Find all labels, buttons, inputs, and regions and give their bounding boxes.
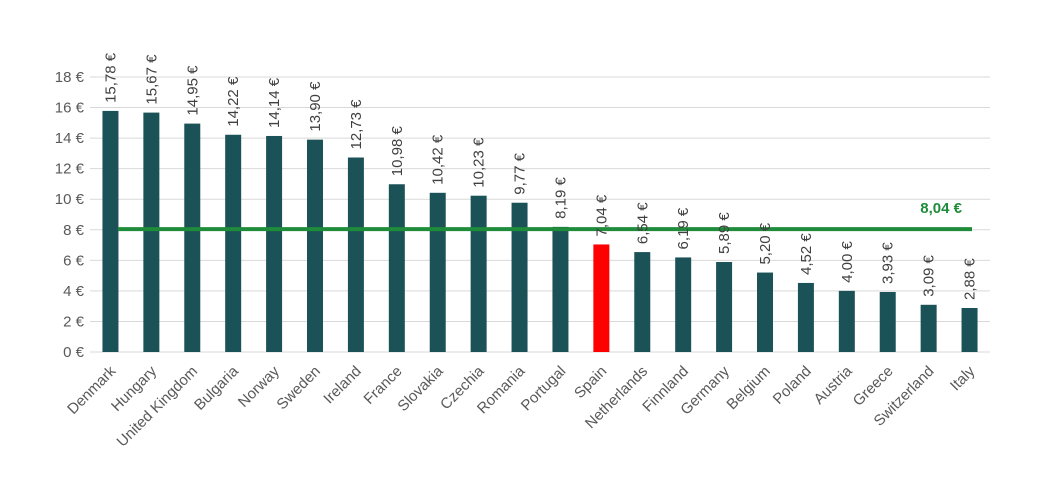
bar-portugal — [552, 226, 569, 352]
y-tick-label: 4 € — [63, 283, 85, 300]
data-label: 6,54 € — [634, 202, 651, 244]
data-labels: 15,78 € 15,67 € 14,95 € 14,22 € 14,14 € 13,90… — [102, 52, 978, 300]
y-tick-label: 0 € — [63, 344, 85, 361]
average-label: 8,04 € — [920, 200, 962, 217]
bar-norway — [266, 135, 283, 352]
y-tick-label: 10 € — [55, 191, 85, 208]
bar-united-kingdom — [184, 123, 201, 352]
data-label: 8,19 € — [552, 177, 569, 219]
data-label: 7,04 € — [593, 194, 610, 236]
y-tick-label: 12 € — [55, 161, 85, 178]
bar-sweden — [307, 139, 323, 352]
bar-denmark — [102, 110, 119, 353]
x-tick-label: Denmark — [64, 362, 119, 417]
y-tick-label: 6 € — [63, 252, 85, 269]
data-label: 5,20 € — [757, 222, 774, 264]
data-label: 15,67 € — [143, 54, 160, 105]
bar-italy — [961, 308, 978, 352]
x-tick-label: Portugal — [518, 363, 570, 415]
average-line-group: 8,04 € — [118, 200, 972, 232]
data-label: 2,88 € — [962, 258, 979, 300]
bar-austria — [838, 290, 855, 352]
x-tick-label: Spain — [571, 363, 610, 402]
x-tick-label: Sweden — [273, 363, 323, 413]
bar-poland — [797, 282, 814, 352]
bar-spain — [593, 244, 610, 352]
bar-germany — [716, 262, 733, 352]
bar-finnland — [675, 257, 692, 352]
data-label: 13,90 € — [307, 81, 324, 132]
data-label: 12,73 € — [348, 99, 365, 150]
x-tick-label: Slovakia — [394, 362, 447, 415]
y-tick-label: 18 € — [55, 69, 85, 86]
data-label: 3,93 € — [880, 242, 897, 284]
bar-greece — [879, 291, 896, 352]
bar-belgium — [757, 272, 773, 352]
x-tick-label: Ireland — [320, 363, 364, 407]
data-label: 6,19 € — [675, 207, 692, 249]
data-label: 15,78 € — [102, 52, 119, 103]
data-label: 3,09 € — [921, 254, 938, 296]
y-tick-label: 2 € — [63, 313, 85, 330]
bars — [102, 110, 978, 353]
data-label: 14,22 € — [225, 76, 242, 127]
x-tick-label: Austria — [811, 362, 856, 407]
bar-bulgaria — [225, 134, 242, 352]
bar-czechia — [470, 195, 487, 352]
x-tick-label: Belgium — [723, 363, 773, 413]
bar-netherlands — [634, 252, 651, 352]
data-label: 9,77 € — [512, 152, 529, 194]
x-tick-label: Poland — [770, 363, 815, 408]
data-label: 4,00 € — [839, 241, 856, 283]
y-axis: 0 € 2 € 4 € 6 € 8 € 10 € 12 € 14 € 16 € 18 € — [55, 69, 85, 361]
data-label: 10,23 € — [471, 137, 488, 188]
data-label: 14,95 € — [184, 65, 201, 116]
bar-romania — [511, 202, 528, 352]
bar-hungary — [143, 112, 160, 352]
x-tick-label: Bulgaria — [191, 362, 242, 413]
y-tick-label: 8 € — [63, 222, 85, 239]
data-label: 10,98 € — [389, 126, 406, 177]
bar-slovakia — [429, 192, 446, 352]
data-label: 14,14 € — [266, 77, 283, 128]
y-tick-label: 16 € — [55, 100, 85, 117]
bar-switzerland — [920, 304, 937, 352]
data-label: 5,89 € — [716, 212, 733, 254]
bar-france — [388, 184, 405, 352]
data-label: 10,42 € — [430, 134, 447, 185]
bar-ireland — [347, 157, 364, 352]
data-label: 4,52 € — [798, 233, 815, 275]
x-tick-label: Italy — [947, 362, 979, 394]
y-tick-label: 14 € — [55, 130, 85, 147]
